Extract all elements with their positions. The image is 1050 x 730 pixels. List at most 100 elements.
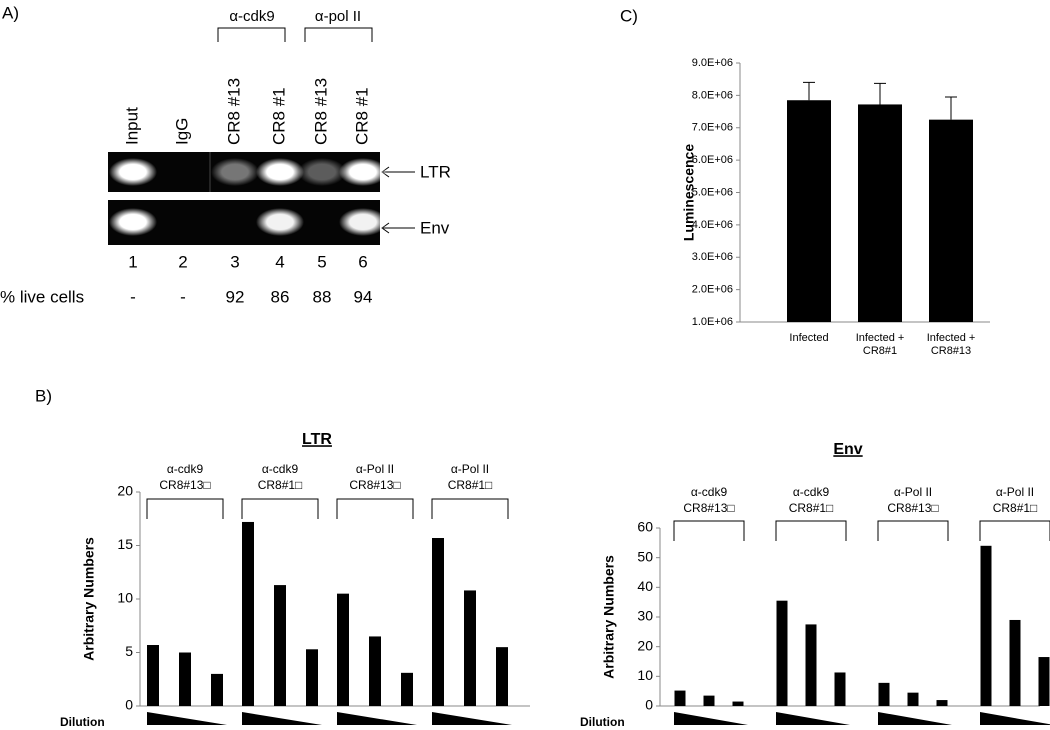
bar	[907, 692, 919, 706]
y-tick-label: 30	[637, 608, 653, 624]
lane-label: CR8 #13	[224, 78, 243, 145]
gel-band	[339, 208, 387, 236]
lane-label: CR8 #1	[269, 87, 288, 145]
group-antibody: α-cdk9	[691, 485, 728, 499]
band-label: Env	[420, 218, 450, 237]
dilution-wedge	[432, 712, 512, 725]
bar	[834, 672, 846, 706]
bar	[787, 100, 831, 322]
x-axis-label: Dilution	[580, 715, 625, 729]
chart-title: Env	[833, 441, 862, 458]
group-sample: CR8#1□	[789, 501, 834, 515]
live-cells-value: 86	[271, 287, 290, 306]
y-axis-label: Arbitrary Numbers	[601, 555, 617, 679]
panel-label: C)	[620, 6, 638, 25]
group-antibody: α-Pol II	[894, 485, 932, 499]
y-tick-label: 20	[117, 483, 133, 499]
band-label: LTR	[420, 162, 451, 181]
bar	[936, 700, 948, 706]
group-bracket	[979, 520, 1050, 541]
gel-band	[109, 208, 157, 236]
dilution-wedge	[147, 712, 227, 725]
group-antibody: α-Pol II	[356, 462, 394, 476]
lane-number: 4	[275, 252, 284, 271]
group-sample: CR8#1□	[258, 478, 303, 492]
y-tick-label: 20	[637, 637, 653, 653]
group-sample: CR8#13□	[887, 501, 938, 515]
bar	[147, 645, 159, 706]
group-bracket	[146, 498, 224, 519]
group-antibody: α-cdk9	[793, 485, 830, 499]
live-cells-value: 94	[354, 287, 373, 306]
dilution-wedge	[776, 712, 850, 725]
lane-label: IgG	[172, 118, 191, 145]
live-cells-value: -	[130, 287, 136, 306]
bar	[1009, 619, 1021, 706]
dilution-wedge	[980, 712, 1050, 725]
group-sample: CR8#13□	[349, 478, 400, 492]
y-tick-label: 0	[645, 697, 653, 713]
lane-number: 5	[317, 252, 326, 271]
bar	[858, 104, 902, 322]
group-sample: CR8#1□	[993, 501, 1038, 515]
y-tick-label: 7.0E+06	[692, 122, 733, 134]
group-sample: CR8#1□	[448, 478, 493, 492]
y-tick-label: 6.0E+06	[692, 154, 733, 166]
bar	[674, 690, 686, 706]
bar	[274, 585, 286, 706]
lane-label: CR8 #13	[311, 78, 330, 145]
group-antibody: α-cdk9	[262, 462, 299, 476]
bar	[929, 119, 973, 322]
y-axis-label: Luminescence	[681, 144, 697, 241]
group-sample: CR8#13□	[683, 501, 734, 515]
group-bracket	[775, 520, 847, 541]
panel-label: B)	[35, 386, 52, 405]
bar	[337, 593, 349, 706]
bar	[306, 649, 318, 706]
bar	[242, 521, 254, 706]
dilution-wedge	[674, 712, 748, 725]
y-tick-label: 8.0E+06	[692, 89, 733, 101]
bar	[179, 652, 191, 706]
error-bar	[945, 96, 957, 120]
y-tick-label: 4.0E+06	[692, 219, 733, 231]
group-sample: CR8#13□	[159, 478, 210, 492]
bar	[1038, 657, 1050, 706]
bar	[369, 636, 381, 706]
bracket	[217, 27, 373, 42]
dilution-wedge	[878, 712, 952, 725]
y-tick-label: 10	[637, 667, 653, 683]
live-cells-value: 92	[226, 287, 245, 306]
group-bracket	[336, 498, 414, 519]
group-bracket	[877, 520, 949, 541]
lane-number: 3	[230, 252, 239, 271]
y-axis-label: Arbitrary Numbers	[81, 537, 97, 661]
lane-label: Input	[122, 107, 141, 145]
antibody-label: α-cdk9	[229, 8, 274, 25]
group-antibody: α-Pol II	[996, 485, 1034, 499]
error-bar	[803, 81, 815, 101]
antibody-label: α-pol II	[315, 8, 361, 25]
panel-label: A)	[2, 3, 19, 22]
y-tick-label: 2.0E+06	[692, 284, 733, 296]
y-tick-label: 10	[117, 590, 133, 606]
bar	[703, 695, 715, 706]
lane-number: 1	[128, 252, 137, 271]
gel-band	[109, 158, 157, 186]
dilution-wedge	[337, 712, 417, 725]
bar	[878, 682, 890, 706]
group-antibody: α-Pol II	[451, 462, 489, 476]
lane-label: CR8 #1	[352, 87, 371, 145]
gel-band	[339, 158, 387, 186]
dilution-wedge	[242, 712, 322, 725]
gel-band	[298, 158, 346, 186]
bar	[401, 672, 413, 706]
y-tick-label: 15	[117, 536, 133, 552]
x-tick-label: Infected + CR8#1	[855, 332, 905, 357]
group-antibody: α-cdk9	[167, 462, 204, 476]
bar	[464, 590, 476, 706]
bar	[432, 538, 444, 706]
y-tick-label: 5	[125, 643, 133, 659]
